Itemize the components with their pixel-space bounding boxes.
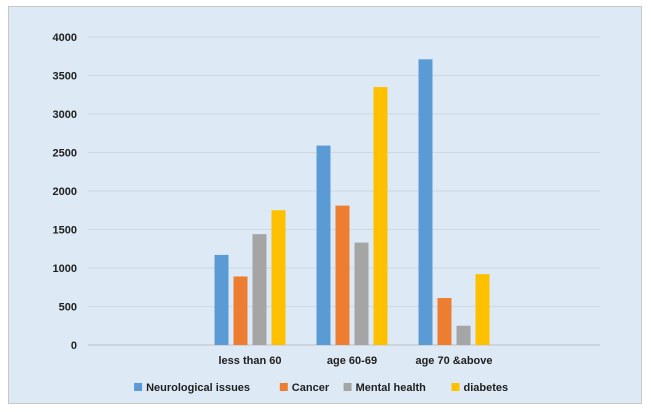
bar	[316, 145, 331, 345]
bar	[437, 298, 452, 345]
y-tick-label: 1500	[53, 225, 77, 237]
x-tick-label: age 60-69	[327, 355, 377, 367]
bar	[456, 325, 471, 345]
bar	[475, 274, 490, 345]
bar	[214, 254, 229, 345]
bar	[335, 205, 350, 345]
y-tick-label: 4000	[53, 32, 77, 44]
legend-label: Cancer	[292, 382, 330, 394]
bar	[271, 210, 286, 345]
legend-swatch	[279, 383, 288, 391]
y-tick-label: 3000	[53, 109, 77, 121]
x-tick-label: age 70 &above	[415, 355, 492, 367]
y-tick-label: 2000	[53, 186, 77, 198]
bar	[373, 87, 388, 346]
y-tick-label: 0	[71, 340, 77, 352]
y-tick-label: 1000	[53, 263, 77, 275]
y-tick-label: 500	[59, 302, 77, 314]
bar	[418, 59, 433, 346]
legend-label: diabetes	[464, 382, 509, 394]
bar	[233, 276, 248, 345]
bar	[354, 242, 369, 345]
y-tick-label: 3500	[53, 71, 77, 83]
legend-swatch	[134, 383, 143, 391]
bar	[252, 234, 267, 345]
y-tick-label: 2500	[53, 148, 77, 160]
x-tick-label: less than 60	[219, 355, 282, 367]
legend-swatch	[343, 383, 352, 391]
legend-swatch	[451, 383, 460, 391]
legend-label: Neurological issues	[146, 382, 250, 394]
legend-label: Mental health	[356, 382, 427, 394]
